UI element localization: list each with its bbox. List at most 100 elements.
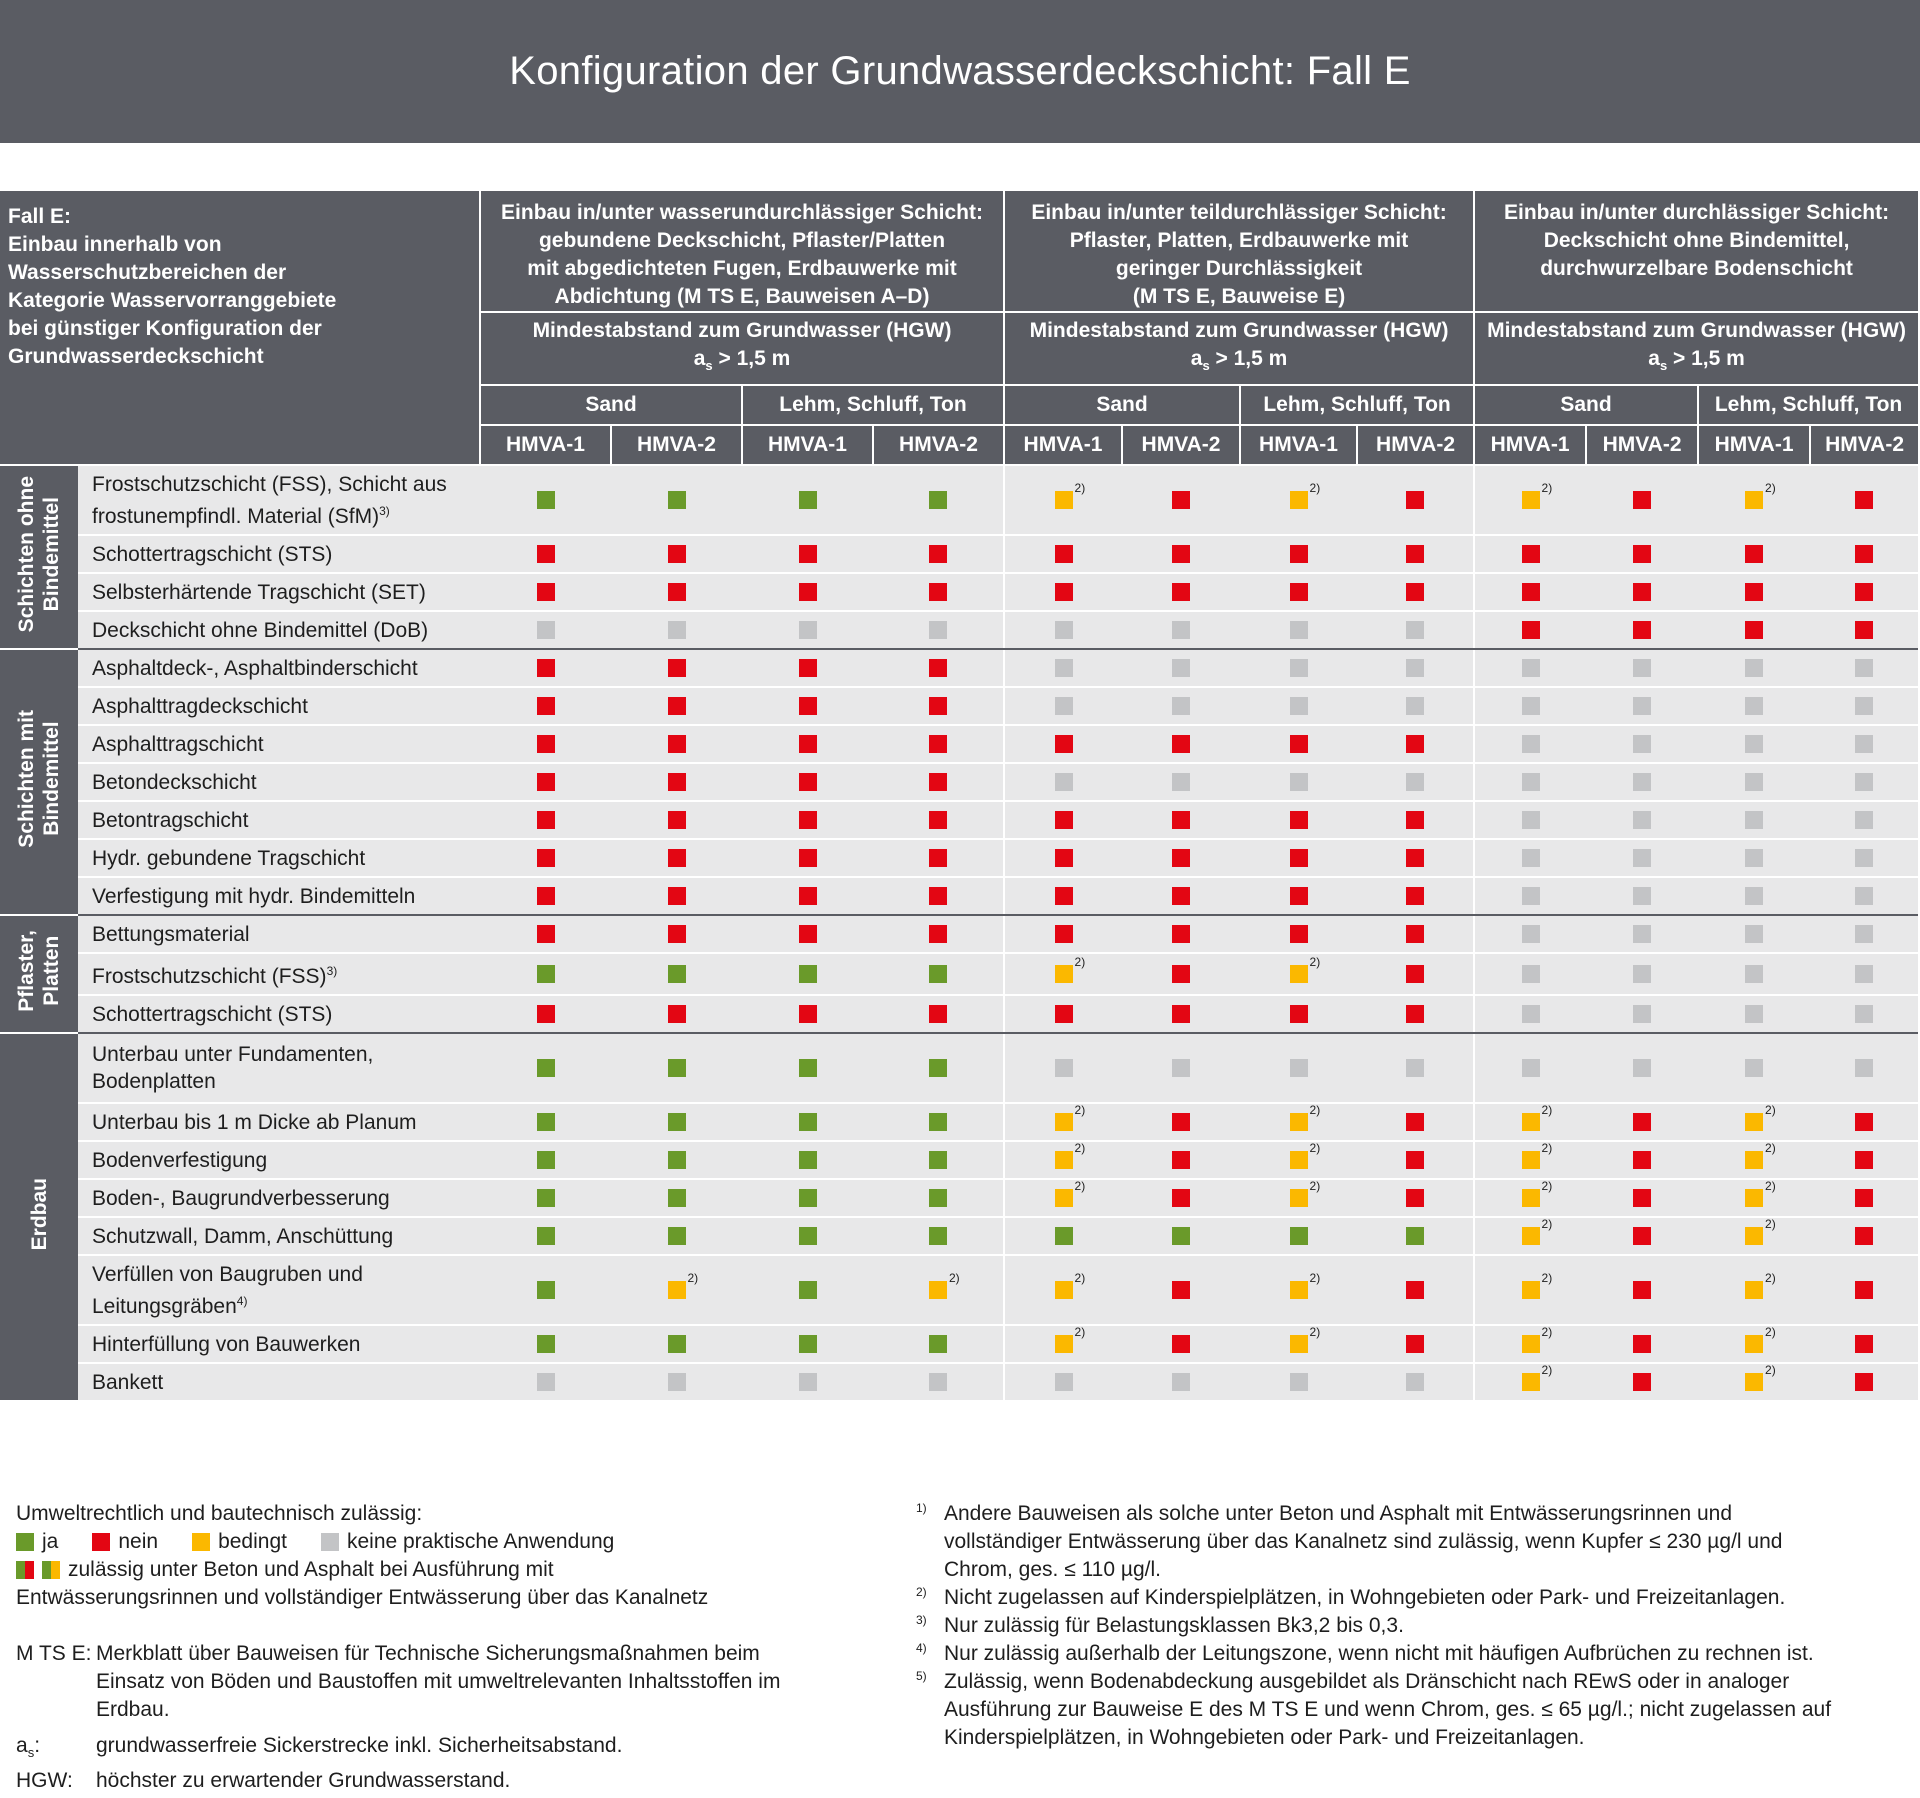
status-keine-marker [1745, 696, 1764, 715]
status-ja-marker [929, 1058, 947, 1077]
status-cell [742, 465, 873, 536]
status-nein-marker [929, 696, 947, 715]
status-ja-marker [798, 490, 817, 509]
status-footnote: 2) [1541, 1178, 1553, 1193]
status-cell [1810, 1141, 1919, 1180]
status-bedingt-marker [1745, 1334, 1764, 1353]
status-nein-marker [536, 810, 555, 829]
status-cell [1586, 611, 1699, 650]
status-cell [1004, 995, 1123, 1034]
status-keine-marker [1855, 696, 1874, 715]
material-header: HMVA-1 [1240, 425, 1359, 466]
status-cell [1586, 839, 1699, 878]
status-cell [1698, 839, 1811, 878]
status-bedingt-marker [1289, 490, 1308, 509]
status-cell [1474, 995, 1587, 1034]
status-cell [1586, 1103, 1699, 1142]
status-nein-marker [667, 658, 686, 677]
status-bedingt-marker [929, 1280, 947, 1299]
status-bedingt-marker [1054, 964, 1073, 983]
status-cell [873, 649, 1006, 688]
status-keine-marker [1855, 772, 1874, 791]
status-keine-marker [1521, 886, 1540, 905]
status-cell [1357, 687, 1476, 726]
status-bedingt-marker [1289, 1188, 1308, 1207]
legend-nein-swatch [92, 1533, 111, 1551]
row-label: Deckschicht ohne Bindemittel (DoB) [78, 611, 480, 650]
status-footnote: 2) [1765, 1270, 1776, 1285]
status-cell: 2) [1474, 1324, 1587, 1364]
definition-line: Einsatz von Böden und Baustoffen mit umw… [96, 1670, 781, 1693]
status-cell [1004, 611, 1123, 650]
status-cell [1240, 915, 1358, 954]
status-cell [742, 611, 873, 650]
distance-title: Mindestabstand zum Grundwasser (HGW) [1487, 318, 1906, 342]
status-nein-marker [1054, 886, 1073, 905]
status-cell [742, 649, 873, 688]
status-cell: 2) [1004, 465, 1123, 536]
row-group-label: Schichten ohne Bindemittel [0, 465, 78, 650]
row-label: Betondeckschicht [78, 763, 480, 802]
table-row: Frostschutzschicht (FSS)3) 2) 2) [0, 953, 1919, 996]
status-cell [1586, 801, 1699, 840]
status-cell [1810, 1179, 1919, 1218]
status-nein-marker [536, 658, 555, 677]
status-nein-marker [1289, 848, 1308, 867]
status-nein-marker [1289, 734, 1308, 753]
row-label: Unterbau bis 1 m Dicke ab Planum [78, 1103, 480, 1142]
status-cell [1474, 649, 1587, 688]
status-bedingt-marker [1289, 1112, 1308, 1131]
status-footnote: 2) [1765, 1324, 1776, 1339]
status-nein-marker [1521, 544, 1540, 563]
status-cell [1586, 1255, 1699, 1326]
status-footnote: 2) [1541, 1216, 1553, 1231]
status-cell: 2) [1240, 953, 1358, 996]
distance-s: s [705, 358, 713, 374]
status-nein-marker [1855, 1112, 1874, 1131]
status-cell [1810, 763, 1919, 802]
status-cell [873, 573, 1006, 612]
status-keine-marker [1521, 658, 1540, 677]
status-keine-marker [798, 1372, 817, 1391]
table-row: Betondeckschicht [0, 763, 1919, 802]
status-nein-marker [1745, 582, 1764, 601]
row-label: Bankett [78, 1363, 480, 1402]
status-cell: 2) [1698, 465, 1811, 536]
status-nein-marker [667, 924, 686, 943]
status-keine-marker [1855, 734, 1874, 753]
status-cell [873, 1033, 1006, 1104]
table-row: Schottertragschicht (STS) [0, 535, 1919, 574]
status-cell [1122, 1103, 1241, 1142]
material-header: HMVA-1 [1004, 425, 1124, 466]
status-keine-marker [667, 620, 686, 639]
corner-line: Kategorie Wasservorranggebiete [8, 289, 337, 312]
status-keine-marker [1745, 964, 1764, 983]
status-bedingt-marker [1745, 1150, 1764, 1169]
status-keine-marker [1054, 1058, 1073, 1077]
status-cell [742, 1325, 873, 1364]
status-nein-marker [1406, 810, 1425, 829]
status-cell [1586, 877, 1699, 916]
status-keine-marker [1745, 810, 1764, 829]
status-nein-marker [1855, 1226, 1874, 1245]
distance-a: a [1190, 346, 1203, 370]
status-cell [611, 465, 742, 536]
status-footnote: 2) [1309, 1178, 1321, 1193]
status-footnote: 2) [1541, 1324, 1553, 1339]
status-cell [1357, 1363, 1476, 1402]
status-nein-marker [1289, 886, 1308, 905]
row-label-line: Asphalttragdeckschicht [92, 694, 308, 718]
status-bedingt-marker [1521, 1226, 1540, 1245]
status-bedingt-marker [1745, 1226, 1764, 1245]
status-footnote: 2) [1074, 1140, 1086, 1155]
status-ja-marker [536, 1280, 555, 1299]
status-nein-marker [1172, 544, 1191, 563]
status-cell [611, 995, 742, 1034]
status-cell [1004, 1033, 1123, 1104]
status-nein-marker [1633, 490, 1652, 509]
status-keine-marker [929, 1372, 947, 1391]
status-bedingt-marker [1745, 1112, 1764, 1131]
status-cell [873, 1179, 1006, 1218]
definition-text: Merkblatt über Bauweisen für Technische … [96, 1640, 780, 1724]
status-keine-marker [1289, 1372, 1308, 1391]
